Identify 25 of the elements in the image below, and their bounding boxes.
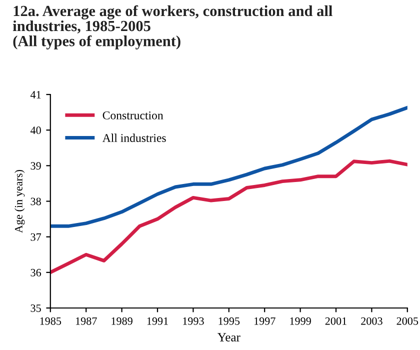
x-tick-label: 1989 xyxy=(112,317,132,325)
y-tick-label: 40 xyxy=(30,126,41,134)
chart-title: 12a. Average age of workers, construction and all industries, 1985-2005 (All types of employment) xyxy=(12,5,332,50)
x-tick-label: 1993 xyxy=(183,317,204,325)
x-tick-label: 1991 xyxy=(147,317,168,325)
y-tick-label: 36 xyxy=(30,268,42,276)
x-tick-label: 1985 xyxy=(40,317,62,325)
x-tick-label: 2001 xyxy=(325,317,346,325)
x-tick-label: 1999 xyxy=(290,317,311,325)
y-tick-label: 39 xyxy=(30,162,41,170)
y-axis-title: Age (in years) xyxy=(14,170,25,233)
legend-label: Construction xyxy=(102,111,164,120)
x-axis-title: Year xyxy=(218,333,240,342)
x-tick-label: 1997 xyxy=(254,317,276,325)
y-tick-label: 38 xyxy=(30,198,41,206)
y-tick-label: 41 xyxy=(30,91,41,98)
y-tick-label: 35 xyxy=(30,304,41,312)
x-tick-label: 1987 xyxy=(76,317,97,325)
line-series xyxy=(50,159,408,274)
x-tick-label: 1995 xyxy=(218,317,240,325)
line-series xyxy=(50,106,408,228)
legend-label: All industries xyxy=(102,134,166,142)
y-tick-label: 37 xyxy=(30,233,42,241)
x-tick-label: 2003 xyxy=(361,317,382,325)
x-tick-label: 2005 xyxy=(396,317,418,325)
